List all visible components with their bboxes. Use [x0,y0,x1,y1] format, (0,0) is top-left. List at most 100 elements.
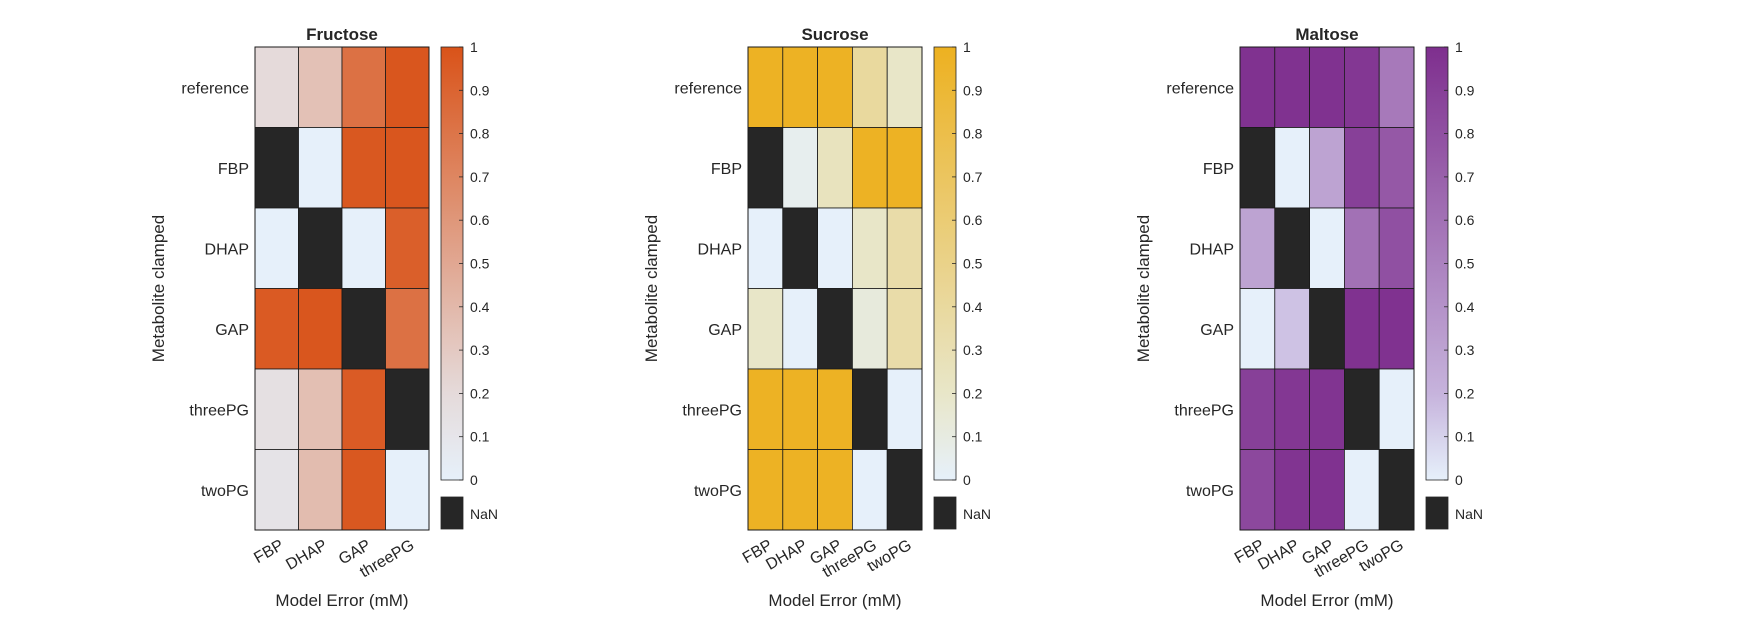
row-label: twoPG [1186,483,1234,500]
heatmap-cell [747,449,784,531]
colorbar-tick-label: 0.4 [963,299,983,315]
colorbar-tick-label: 0.2 [470,385,490,401]
heatmap-cell [1309,207,1345,289]
colorbar-tick-label: 0.9 [963,82,983,98]
colorbar-tick-label: 0.6 [963,212,983,228]
colorbar-tick-label: 0.9 [470,82,490,98]
colorbar-tick-label: 0.4 [1455,299,1475,315]
heatmap-cell [1378,207,1415,289]
heatmap-cell-nan [1309,288,1345,370]
heatmap-cell-nan [852,368,888,450]
heatmap-cell [747,207,784,289]
heatmap-cell [1274,368,1311,450]
heatmap-cell [782,46,818,128]
colorbar-tick-label: 0.1 [470,429,490,445]
row-label: DHAP [205,241,249,258]
heatmap-cell [341,449,386,531]
panel-title: Sucrose [801,25,868,44]
heatmap-cell [298,46,343,128]
heatmap-cell [1309,127,1345,209]
heatmap-cell-nan [341,288,386,370]
heatmap-cell [1239,46,1276,128]
heatmap-cell [254,449,299,531]
heatmap-cell [1309,368,1345,450]
heatmap-cell [782,368,818,450]
heatmap-cell [852,288,888,370]
heatmap-cell [1274,127,1311,209]
colorbar-tick-label: 0.5 [963,256,983,272]
heatmap-cell [886,46,923,128]
nan-legend-label: NaN [963,506,991,522]
plot-frame [747,46,923,531]
y-axis-label: Metabolite clamped [149,215,168,362]
nan-legend-swatch [440,496,464,530]
row-label: FBP [218,161,249,178]
heatmap-cell [1344,46,1380,128]
colorbar-tick-label: 0.6 [470,212,490,228]
row-label: reference [181,80,249,97]
heatmap-cell [782,449,818,531]
colorbar-tick-label: 0.3 [963,342,983,358]
panel-title: Fructose [306,25,378,44]
colorbar-tick-label: 0 [1455,472,1463,488]
row-label: threePG [1174,402,1234,419]
heatmap-cell [1274,449,1311,531]
heatmap-panel-sucrose: SucrosereferenceFBPDHAPGAPthreePGtwoPGFB… [642,25,991,610]
heatmap-cell [817,46,853,128]
heatmap-cell [385,288,430,370]
heatmap-cell [1239,368,1276,450]
heatmap-cell [1344,207,1380,289]
heatmap-cell [1378,46,1415,128]
colorbar-tick-label: 0.2 [1455,385,1475,401]
heatmap-cell-nan [1239,127,1276,209]
row-label: DHAP [698,241,742,258]
heatmap-cell-nan [782,207,818,289]
heatmap-cell [385,207,430,289]
heatmap-panel-fructose: FructosereferenceFBPDHAPGAPthreePGtwoPGF… [149,25,498,610]
colorbar-tick-label: 0 [470,472,478,488]
row-label: twoPG [201,483,249,500]
heatmap-cell [385,449,430,531]
nan-legend-swatch [1425,496,1449,530]
heatmap-cell [341,368,386,450]
heatmap-cell [1344,449,1380,531]
colorbar-tick-label: 0.4 [470,299,490,315]
heatmap-cell [747,368,784,450]
heatmap-cell [852,449,888,531]
heatmap-cell [1274,46,1311,128]
colorbar-tick-label: 0.6 [1455,212,1475,228]
heatmap-cell [298,288,343,370]
heatmap-cell [886,127,923,209]
colorbar-tick-label: 0 [963,472,971,488]
heatmap-cell [341,127,386,209]
heatmap-cell [1378,288,1415,370]
row-label: GAP [1200,322,1234,339]
colorbar-tick-label: 0.8 [963,126,983,142]
heatmap-cell [298,127,343,209]
heatmap-cell [747,288,784,370]
row-label: threePG [189,402,249,419]
heatmap-cell-nan [254,127,299,209]
x-axis-label: Model Error (mM) [275,591,408,610]
heatmap-cell [1274,288,1311,370]
x-axis-label: Model Error (mM) [1260,591,1393,610]
row-label: FBP [1203,161,1234,178]
heatmap-cell-nan [817,288,853,370]
colorbar-tick-label: 0.2 [963,385,983,401]
heatmap-cell [1344,288,1380,370]
heatmap-cell [385,127,430,209]
heatmap-cell-nan [1378,449,1415,531]
x-axis-label: Model Error (mM) [768,591,901,610]
plot-frame [1239,46,1415,531]
colorbar-tick-label: 1 [470,39,478,55]
heatmap-cell [254,46,299,128]
heatmap-cell-nan [1344,368,1380,450]
heatmap-cell [817,368,853,450]
heatmap-cell [1239,288,1276,370]
heatmap-cell-nan [298,207,343,289]
row-label: DHAP [1190,241,1234,258]
heatmap-cell [886,368,923,450]
column-label: DHAP [1255,537,1302,574]
